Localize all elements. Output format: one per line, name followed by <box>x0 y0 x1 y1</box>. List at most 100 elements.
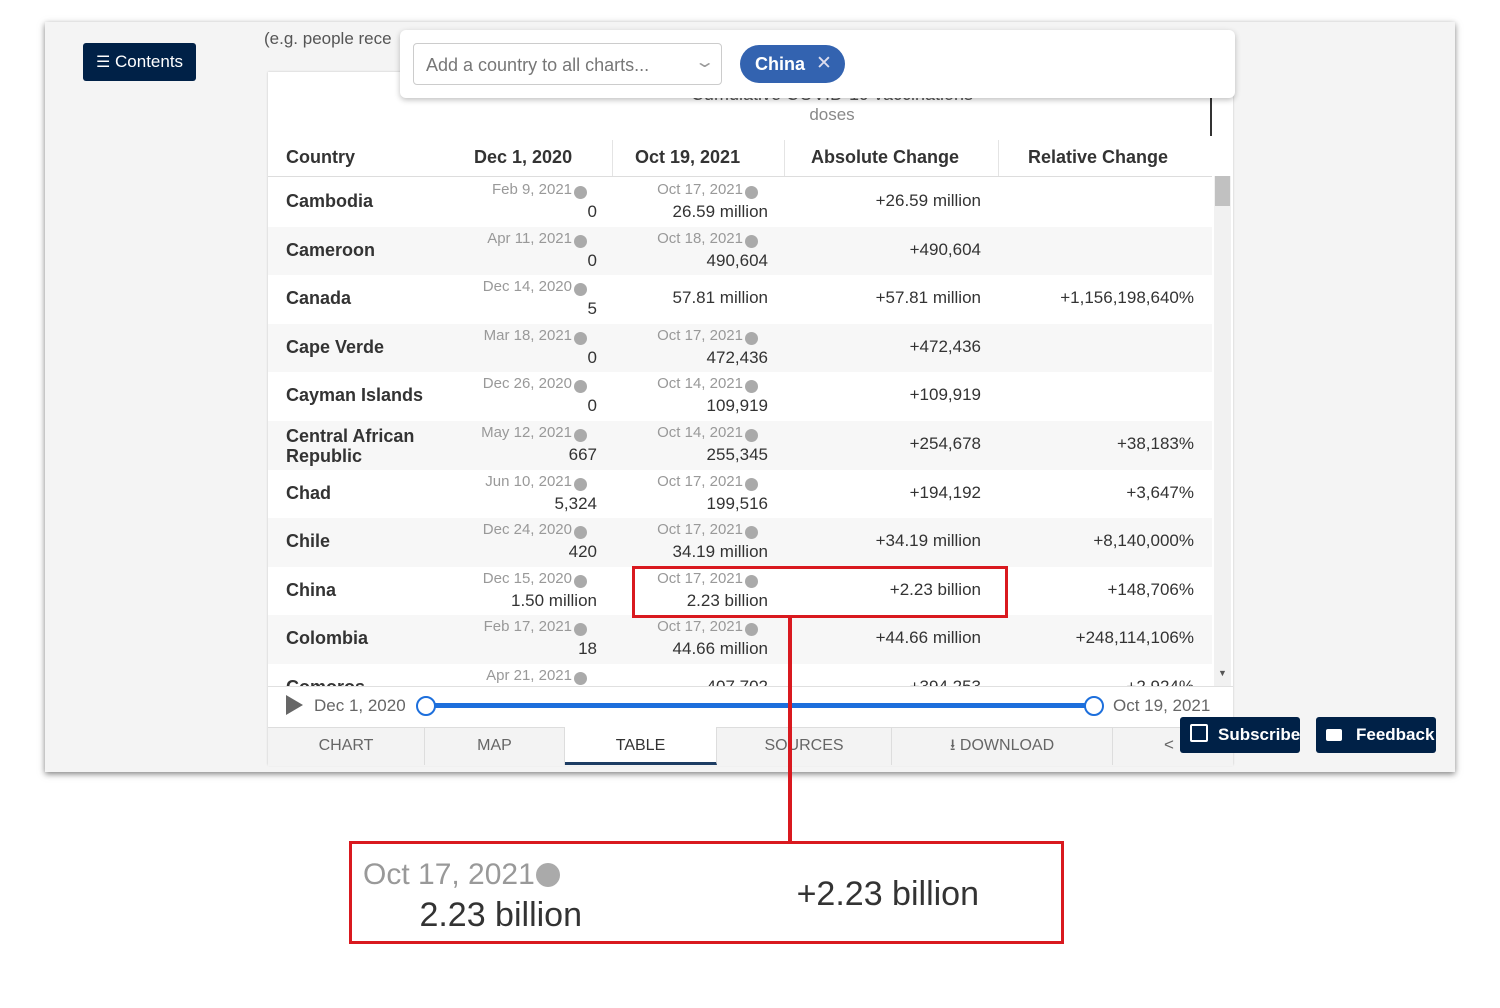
country-input[interactable]: Add a country to all charts... ⌄ <box>413 43 722 85</box>
country-name: Cambodia <box>286 191 374 211</box>
absolute-change: +57.81 million <box>875 288 981 308</box>
tab[interactable]: ⭳ DOWNLOAD <box>892 727 1113 765</box>
end-value: 255,345 <box>706 445 768 464</box>
end-value: 407,702 <box>707 677 768 686</box>
table-row: Chad Jun 10, 2021 Oct 17, 2021 5,324 199,516… <box>268 469 1212 519</box>
feedback-label: Feedback <box>1356 725 1435 744</box>
absolute-change: +34.19 million <box>875 531 981 551</box>
info-icon <box>574 526 587 540</box>
table-row: Cambodia Feb 9, 2021 Oct 17, 2021 0 26.59 mi… <box>268 178 1212 227</box>
download-icon: ⭳ <box>949 737 960 754</box>
country-name: Cayman Islands <box>286 385 424 406</box>
highlight-box <box>632 566 1008 618</box>
cell-date: Feb 9, 2021 <box>491 181 572 198</box>
connector-line <box>788 617 792 843</box>
column-header[interactable]: Oct 19, 2021 <box>635 147 741 167</box>
relative-change: +148,706% <box>1107 579 1195 599</box>
info-icon <box>745 380 758 394</box>
country-name: Comoros <box>286 677 436 686</box>
relative-change: +248,114,106% <box>1075 628 1194 648</box>
absolute-change: +194,192 <box>909 482 981 502</box>
header-divider <box>612 140 613 176</box>
table-row: Cayman Islands Dec 26, 2020 Oct 14, 2021 0 1… <box>268 372 1212 421</box>
cell-date: Oct 14, 2021 <box>657 375 743 393</box>
info-icon <box>574 331 587 345</box>
cell-date: Dec 15, 2020 <box>482 569 572 587</box>
scrollbar-thumb[interactable] <box>1215 176 1230 206</box>
feedback-icon <box>1326 729 1342 741</box>
cell-date: Oct 17, 2021 <box>657 521 743 539</box>
table-row: Cape Verde Mar 18, 2021 Oct 17, 2021 0 472,4… <box>268 323 1212 373</box>
country-picker: Add a country to all charts... ⌄ China ✕ <box>400 30 1235 98</box>
panel-line <box>268 686 1233 687</box>
info-icon <box>745 526 758 540</box>
column-header[interactable]: Absolute Change <box>811 147 960 167</box>
cell-date: Apr 11, 2021 <box>487 229 572 247</box>
country-name: Chad <box>286 482 331 503</box>
timeline-track <box>425 703 1093 708</box>
info-icon <box>745 234 758 248</box>
play-button[interactable] <box>286 695 303 715</box>
absolute-change: +472,436 <box>909 336 981 356</box>
zoom-value: 2.23 billion <box>419 896 582 934</box>
start-value: 1.50 million <box>511 590 597 610</box>
zoom-box: Oct 17, 2021 2.23 billion +2.23 billion <box>349 841 1064 944</box>
start-value: 5,324 <box>554 493 597 513</box>
end-value: 472,436 <box>706 347 768 367</box>
cell-date: Dec 26, 2020 <box>482 375 572 393</box>
country-name: Colombia <box>286 628 369 649</box>
pill-remove[interactable]: ✕ <box>816 53 832 74</box>
absolute-change: +2.23 billion <box>889 579 981 599</box>
table-row: Chile Dec 24, 2020 Oct 17, 2021 420 34.19 mi… <box>268 518 1212 567</box>
country-name: Canada <box>286 288 352 309</box>
tab-label: MAP <box>477 737 512 754</box>
start-value: 0 <box>587 250 597 270</box>
info-icon <box>574 672 587 685</box>
feedback-button[interactable]: Feedback <box>1316 717 1436 753</box>
relative-change: +1,156,198,640% <box>1060 288 1194 308</box>
tab[interactable]: TABLE <box>565 727 717 765</box>
tab-bar <box>268 727 1233 766</box>
absolute-change: +394,253 <box>910 677 981 686</box>
tab[interactable]: SOURCES <box>717 727 892 765</box>
table-row: Colombia Feb 17, 2021 Oct 17, 2021 18 44.66 … <box>268 615 1212 664</box>
timeline-handle[interactable] <box>1084 696 1104 716</box>
dropdown-arrow: ⌄ <box>693 54 716 71</box>
absolute-change: +109,919 <box>909 385 981 405</box>
country-name: Cameroon <box>286 239 376 260</box>
share-icon[interactable]: < <box>1164 735 1174 754</box>
country-name: Cape Verde <box>286 336 385 357</box>
info-icon <box>574 283 587 297</box>
cell-date: Apr 21, 2021 <box>486 667 572 684</box>
column-header[interactable]: Dec 1, 2020 <box>474 147 573 167</box>
table-row: Cameroon Apr 11, 2021 Oct 18, 2021 0 490,604… <box>268 226 1212 276</box>
cell-date: Mar 18, 2021 <box>483 326 572 344</box>
cell-date: Oct 17, 2021 <box>657 326 743 344</box>
timeline-handle[interactable] <box>416 696 436 716</box>
table-row: Central African Republic May 12, 2021 Oct … <box>268 421 1212 470</box>
start-value: 5 <box>587 299 597 319</box>
tab[interactable]: CHART <box>268 727 425 765</box>
absolute-change: +254,678 <box>909 434 981 453</box>
end-value: 57.81 million <box>672 288 768 308</box>
country-pill[interactable]: China ✕ <box>740 45 845 83</box>
header-divider <box>998 140 999 176</box>
contents-button[interactable]: ☰ Contents <box>83 43 196 81</box>
info-icon <box>745 623 758 637</box>
cell-date: Oct 17, 2021 <box>657 472 743 490</box>
end-value: 34.19 million <box>672 542 768 562</box>
zoom-info-icon <box>536 863 560 887</box>
relative-change: +3,647% <box>1126 482 1194 502</box>
info-icon <box>745 331 758 345</box>
cell-date: Dec 14, 2020 <box>482 278 572 296</box>
column-header[interactable]: Country <box>286 147 355 167</box>
absolute-change: +44.66 million <box>875 628 981 648</box>
relative-change: +2,924% <box>1126 677 1194 686</box>
zoom-date: Oct 17, 2021 <box>363 858 535 891</box>
subscribe-button[interactable]: Subscribe <box>1180 717 1300 753</box>
relative-change: +38,183% <box>1116 434 1194 453</box>
tab[interactable]: MAP <box>425 727 565 765</box>
column-header[interactable]: Relative Change <box>1028 147 1169 167</box>
end-value: 26.59 million <box>672 202 768 221</box>
table-row: Canada Dec 14, 2020 5 57.81 million +57.81 m… <box>268 275 1212 324</box>
